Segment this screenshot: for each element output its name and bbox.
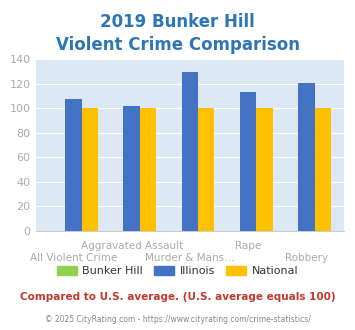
Bar [140,109,156,231]
Bar [182,72,198,231]
Text: Aggravated Assault: Aggravated Assault [81,241,183,251]
Text: 2019 Bunker Hill: 2019 Bunker Hill [100,13,255,31]
Text: Rape: Rape [235,241,261,251]
Bar [124,106,140,231]
Bar [315,109,331,231]
Bar [198,109,214,231]
Text: Compared to U.S. average. (U.S. average equals 100): Compared to U.S. average. (U.S. average … [20,292,335,302]
Bar [256,109,273,231]
Text: All Violent Crime: All Violent Crime [30,253,117,263]
Text: Violent Crime Comparison: Violent Crime Comparison [55,36,300,54]
Bar [82,109,98,231]
Text: © 2025 CityRating.com - https://www.cityrating.com/crime-statistics/: © 2025 CityRating.com - https://www.city… [45,315,310,324]
Legend: Bunker Hill, Illinois, National: Bunker Hill, Illinois, National [52,261,303,280]
Bar [240,92,256,231]
Bar [65,99,82,231]
Text: Murder & Mans...: Murder & Mans... [145,253,235,263]
Bar [298,83,315,231]
Text: Robbery: Robbery [285,253,328,263]
